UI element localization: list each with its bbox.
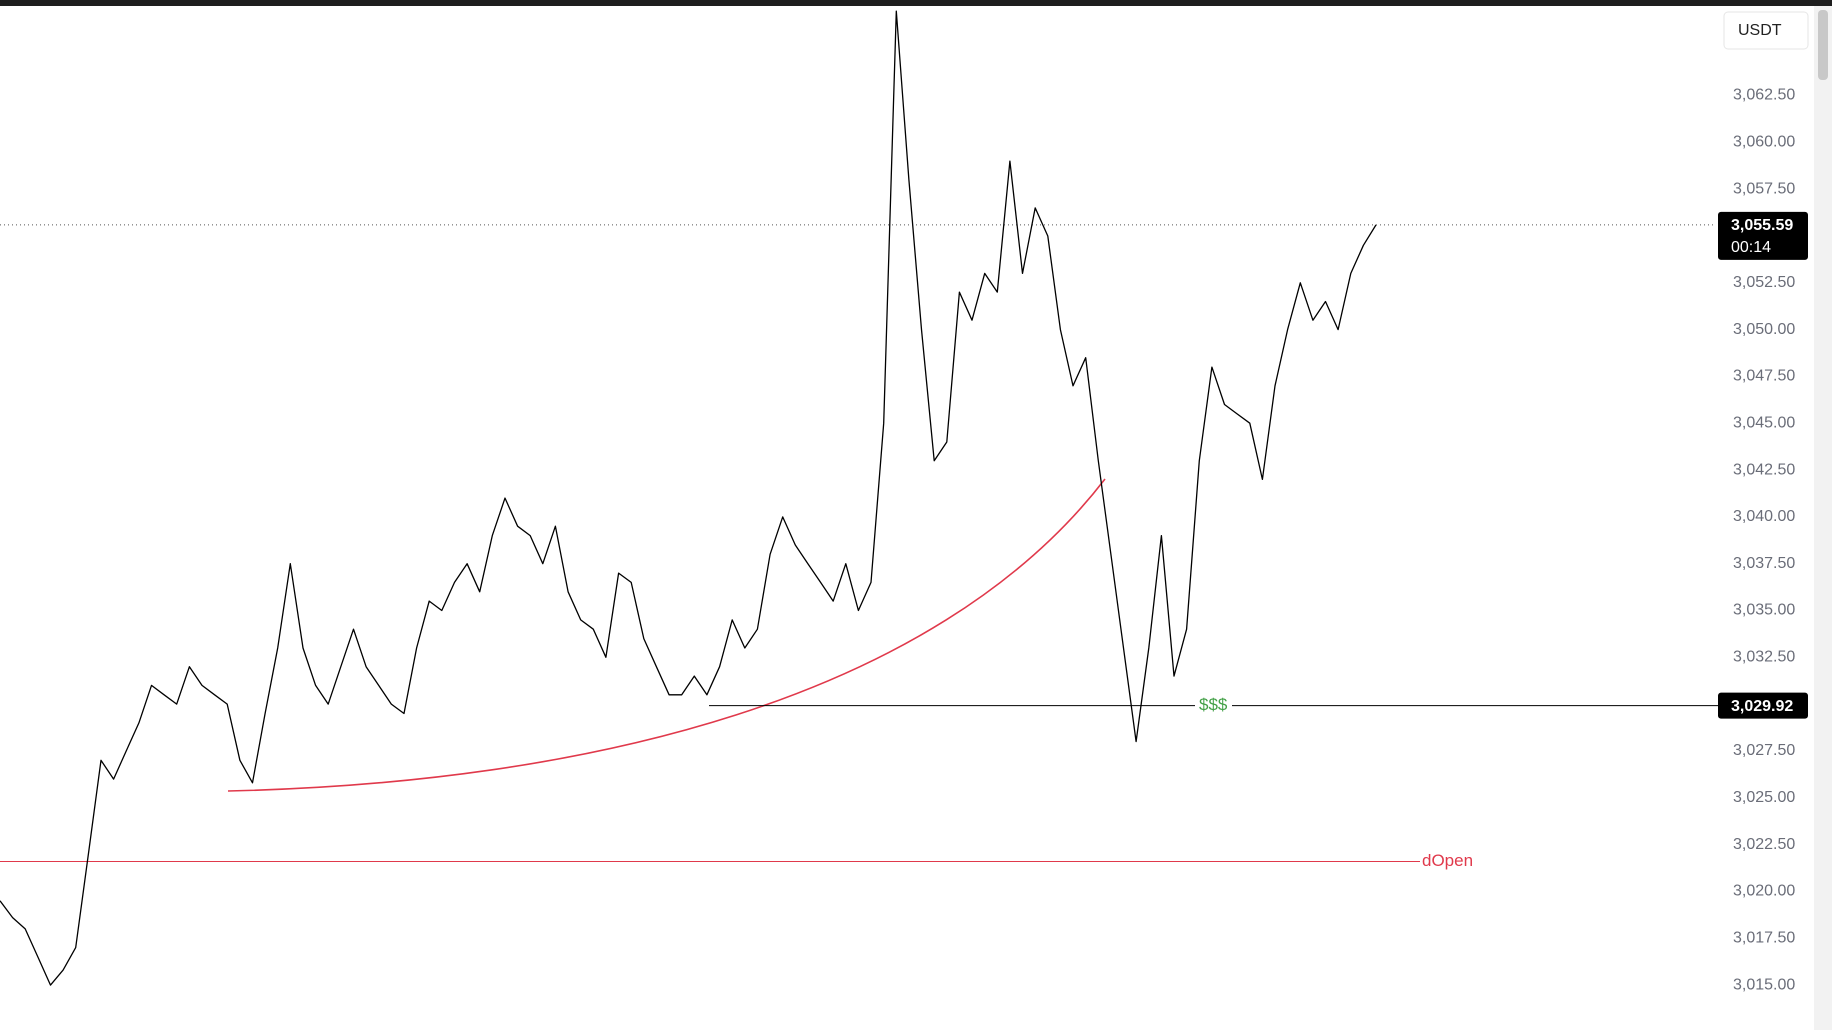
countdown-label: 00:14: [1731, 239, 1771, 256]
scrollbar-thumb: [1818, 10, 1828, 80]
trend-curve: [227, 478, 1106, 792]
currency-box[interactable]: [1723, 11, 1809, 50]
y-tick-label: 3,037.50: [1733, 555, 1795, 572]
y-tick-label: 3,042.50: [1733, 461, 1795, 478]
y-tick-label: 3,032.50: [1733, 649, 1795, 666]
scrollbar: [1814, 6, 1832, 1030]
currency-label: USDT: [1738, 22, 1782, 39]
last-price-box: [1718, 211, 1808, 260]
price-line: [0, 10, 1377, 986]
level-price-label: 3,029.92: [1731, 698, 1793, 715]
y-tick-label: 3,027.50: [1733, 742, 1795, 759]
y-tick-label: 3,020.00: [1733, 883, 1795, 900]
level-price-box: [1718, 692, 1808, 719]
y-tick-label: 3,040.00: [1733, 508, 1795, 525]
y-tick-label: 3,050.00: [1733, 321, 1795, 338]
y-tick-label: 3,047.50: [1733, 368, 1795, 385]
y-tick-label: 3,052.50: [1733, 274, 1795, 291]
y-tick-label: 3,060.00: [1733, 134, 1795, 151]
last-price-label: 3,055.59: [1731, 217, 1793, 234]
y-tick-label: 3,035.00: [1733, 602, 1795, 619]
y-tick-label: 3,025.00: [1733, 789, 1795, 806]
y-tick-label: 3,057.50: [1733, 180, 1795, 197]
daily-open-label: dOpen: [1422, 851, 1473, 870]
y-tick-label: 3,015.00: [1733, 976, 1795, 993]
y-tick-label: 3,062.50: [1733, 87, 1795, 104]
y-tick-label: 3,045.00: [1733, 414, 1795, 431]
y-tick-label: 3,022.50: [1733, 836, 1795, 853]
y-tick-label: 3,017.50: [1733, 929, 1795, 946]
top-bar: [0, 0, 1832, 6]
level-text: $$$: [1199, 695, 1228, 714]
